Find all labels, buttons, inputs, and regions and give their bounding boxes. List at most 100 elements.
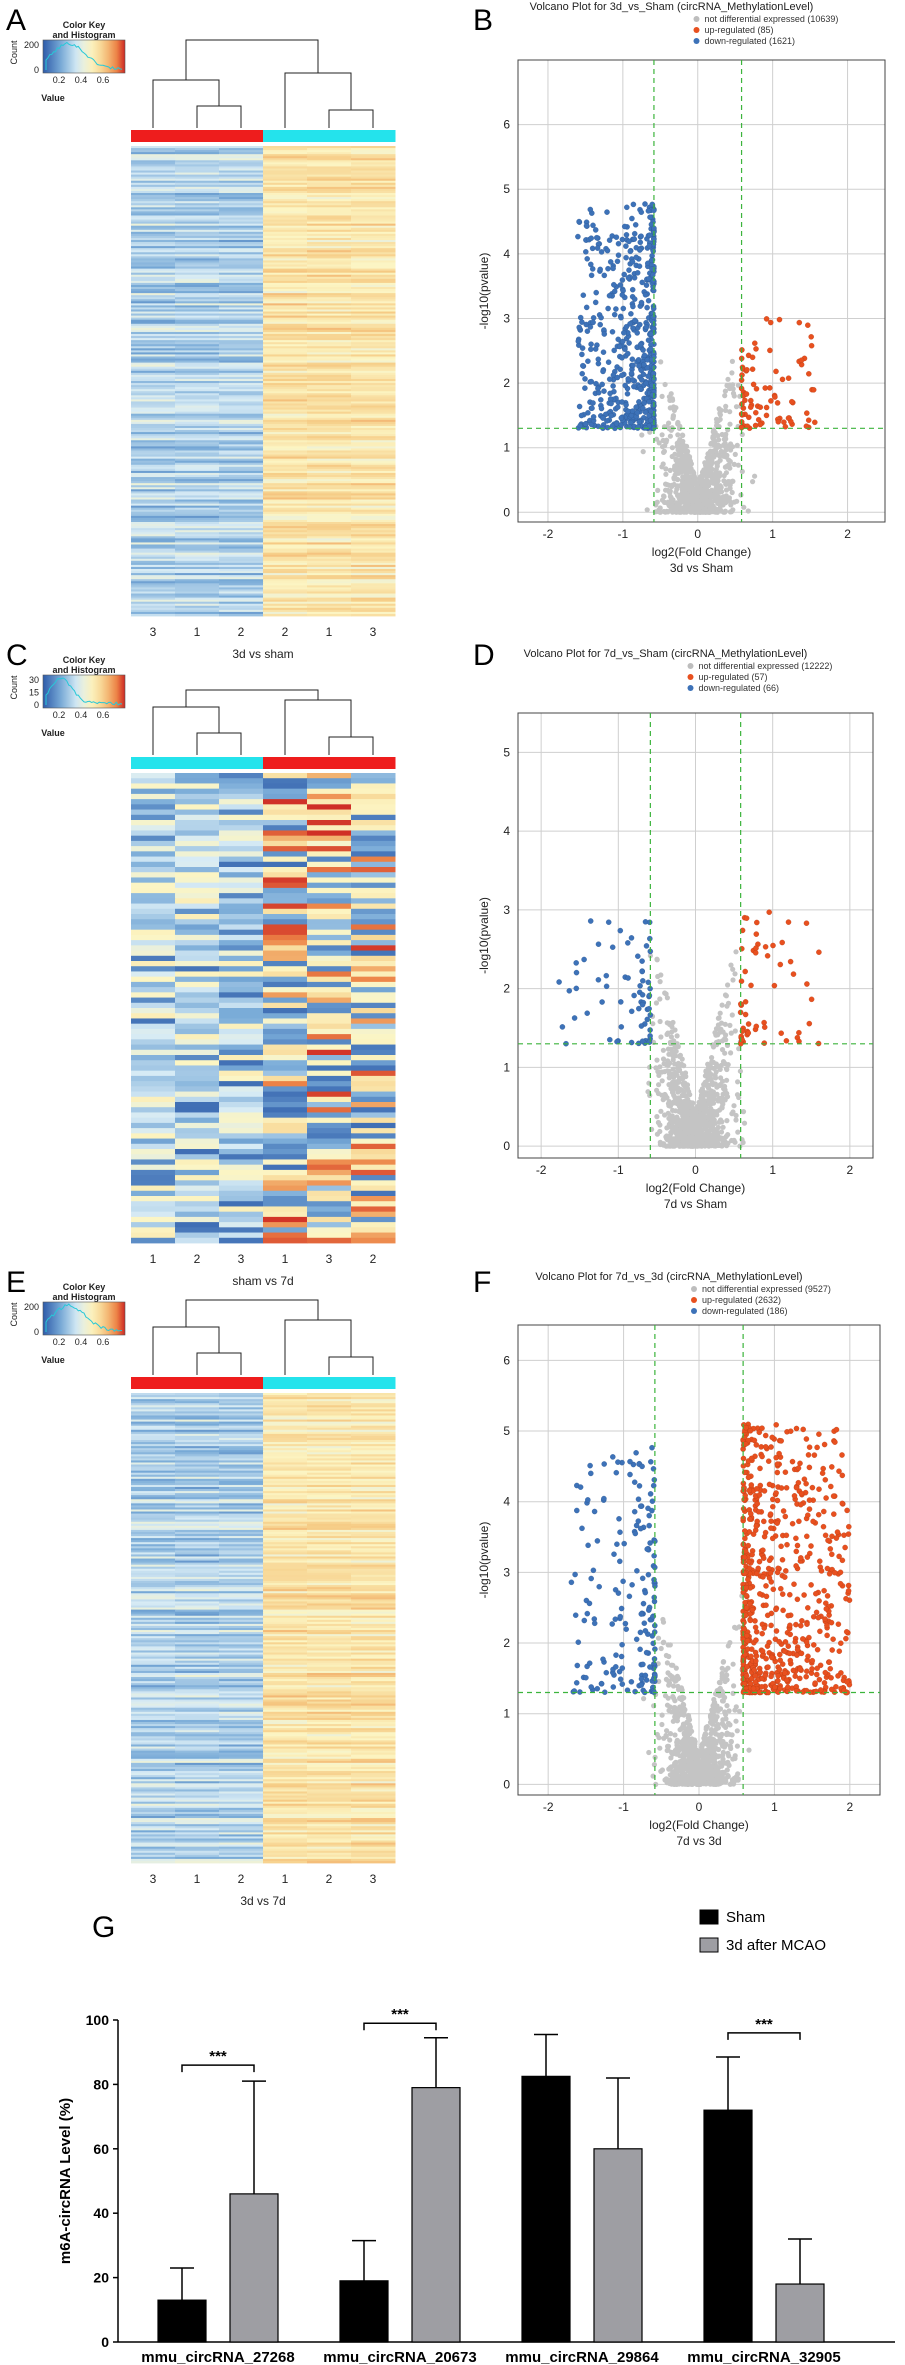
heatmap-cell [307, 1703, 352, 1707]
heatmap-cell [219, 344, 264, 347]
heatmap-cell [307, 303, 352, 306]
heatmap-cell [219, 564, 264, 568]
heatmap-cell [219, 1715, 264, 1719]
heatmap-cell [263, 485, 308, 488]
point-down-regulated [588, 341, 594, 347]
heatmap-cell [351, 1658, 396, 1662]
heatmap-cell [131, 266, 176, 270]
heatmap-cell [219, 1102, 264, 1108]
heatmap-cell [307, 1044, 352, 1051]
point-not-significant [669, 445, 676, 451]
point-down-regulated [645, 208, 652, 214]
heatmap-cell [219, 362, 264, 366]
heatmap-cell [131, 1773, 176, 1776]
heatmap-cell [175, 1818, 220, 1821]
point-down-regulated [627, 248, 634, 255]
heatmap-cell [263, 1779, 308, 1782]
heatmap-cell [307, 1668, 352, 1672]
heatmap-cell [351, 1581, 396, 1584]
heatmap-cell [351, 1838, 396, 1841]
heatmap-cell [351, 148, 396, 151]
heatmap-cell [131, 1781, 176, 1784]
heatmap-cell [131, 319, 176, 323]
heatmap-cell [219, 524, 264, 527]
point-not-significant [670, 397, 676, 403]
heatmap-cell [351, 1527, 396, 1531]
heatmap-cell [131, 552, 176, 556]
heatmap-cell [351, 291, 396, 294]
heatmap-cell [263, 505, 308, 509]
heatmap-cell [131, 1474, 176, 1478]
heatmap-cell [351, 1662, 396, 1666]
sample-group-bar [307, 1377, 352, 1389]
heatmap-cell [175, 605, 220, 609]
heatmap-cell [175, 1534, 220, 1537]
heatmap-cell [219, 1621, 264, 1625]
heatmap-cell [175, 1491, 220, 1494]
point-not-significant [669, 483, 675, 489]
heatmap-cell [263, 256, 308, 259]
heatmap-cell [219, 313, 264, 317]
color-key-histogram [45, 41, 123, 70]
heatmap-cell [175, 1464, 220, 1467]
heatmap-cell [263, 1211, 308, 1218]
heatmap-cell [175, 507, 220, 511]
heatmap-cell [175, 477, 220, 480]
heatmap-cell [263, 434, 308, 437]
heatmap-cell [307, 1832, 352, 1835]
heatmap-cell [219, 1693, 264, 1696]
heatmap-cell [131, 1816, 176, 1819]
heatmap-cell [307, 593, 352, 596]
heatmap-cell [263, 1838, 308, 1841]
heatmap-cell [307, 1507, 352, 1510]
heatmap-cell [263, 1237, 308, 1244]
heatmap-cell [219, 348, 264, 351]
heatmap-cell [175, 1578, 220, 1582]
heatmap-cell [351, 544, 396, 547]
heatmap-cell [131, 378, 176, 382]
point-down-regulated [607, 390, 613, 397]
heatmap-cell [131, 1623, 176, 1627]
heatmap-cell [307, 1405, 352, 1408]
heatmap-cell [307, 231, 352, 235]
heatmap-cell [263, 176, 308, 180]
heatmap-cell [175, 209, 220, 212]
heatmap-cell [175, 1403, 220, 1406]
heatmap-cell [351, 872, 396, 878]
heatmap-cell [131, 150, 176, 153]
heatmap-cell [131, 1762, 176, 1766]
point-not-significant [745, 508, 751, 514]
heatmap-cell [263, 1442, 308, 1445]
sample-group-bar [351, 130, 396, 142]
heatmap-cell [131, 1458, 176, 1461]
heatmap-cell [131, 468, 176, 472]
heatmap-cell [175, 346, 220, 349]
heatmap-cell [351, 1222, 396, 1228]
heatmap-cell [263, 605, 308, 609]
heatmap-cell [175, 305, 220, 308]
heatmap-cell [131, 1850, 176, 1854]
heatmap-cell [307, 1138, 352, 1145]
heatmap-cell [351, 1795, 396, 1799]
heatmap-cell [219, 1519, 264, 1523]
heatmap-cell [219, 235, 264, 239]
heatmap-cell [175, 1515, 220, 1519]
heatmap-cell [175, 483, 220, 486]
heatmap-cell [351, 1102, 396, 1108]
heatmap-cell [307, 1133, 352, 1139]
heatmap-cell [263, 1818, 308, 1821]
heatmap-cell [219, 325, 264, 329]
heatmap-cell [131, 274, 176, 278]
heatmap-cell [219, 1448, 264, 1451]
heatmap-cell [219, 1607, 264, 1611]
heatmap-cell [351, 1503, 396, 1506]
heatmap-cell [175, 540, 220, 543]
heatmap-cell [351, 1521, 396, 1525]
point-not-significant [663, 466, 669, 472]
heatmap-cell [351, 229, 396, 233]
heatmap-cell [131, 156, 176, 159]
heatmap-cell [175, 1427, 220, 1431]
heatmap-cell [263, 1028, 308, 1035]
heatmap-cell [131, 940, 176, 946]
heatmap-cell [351, 334, 396, 337]
